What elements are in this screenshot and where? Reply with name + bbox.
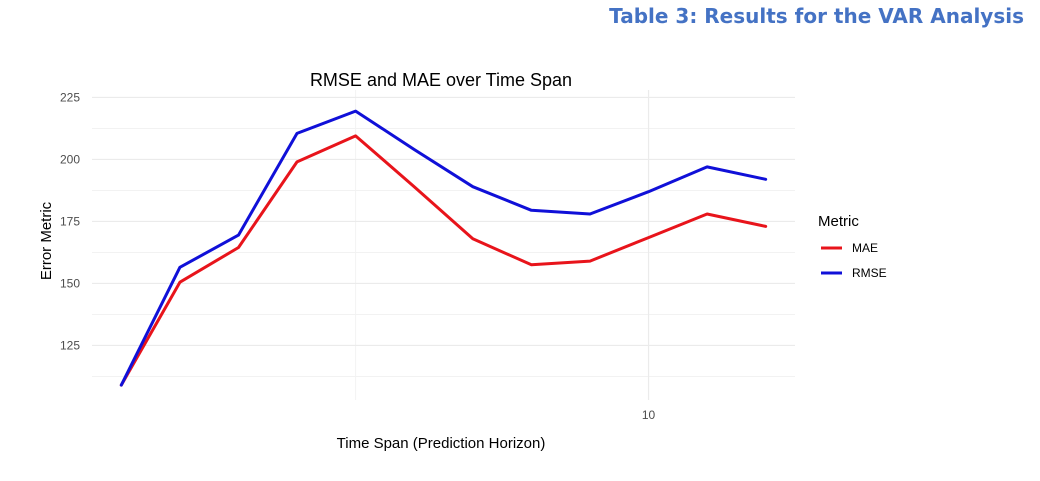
legend-title: Metric [818,213,859,230]
x-tick-label: 10 [642,408,656,422]
legend-label-mae: MAE [852,241,878,255]
series-line-mae [119,134,768,387]
y-tick-label: 200 [60,152,80,166]
y-tick-label: 125 [60,338,80,352]
y-axis-title: Error Metric [38,201,55,280]
grid-lines [92,90,795,400]
legend-label-rmse: RMSE [852,266,887,280]
x-axis-ticks: 10 [642,408,656,422]
series-line-rmse [119,109,768,387]
legend: Metric MAE RMSE [818,213,887,280]
x-axis-title: Time Span (Prediction Horizon) [337,435,546,452]
y-tick-label: 175 [60,214,80,228]
y-tick-label: 150 [60,276,80,290]
series-lines [119,109,768,387]
chart-title: RMSE and MAE over Time Span [310,70,572,90]
y-tick-label: 225 [60,90,80,104]
y-axis-ticks: 125 150 175 200 225 [60,90,80,352]
table-caption: Table 3: Results for the VAR Analysis [609,4,1024,28]
